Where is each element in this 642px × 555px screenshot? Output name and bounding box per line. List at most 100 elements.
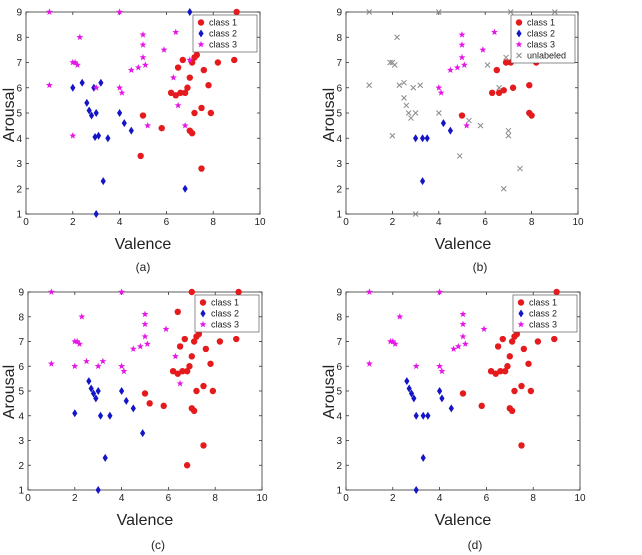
data-point [92, 132, 98, 141]
data-point [139, 112, 147, 119]
data-point [177, 89, 184, 97]
data-point [127, 66, 135, 73]
legend-marker [515, 40, 523, 48]
data-point [200, 382, 207, 390]
data-point [91, 83, 97, 92]
data-point [404, 377, 410, 386]
data-point [78, 313, 86, 320]
data-point [141, 332, 149, 340]
x-tick-label: 2 [390, 217, 396, 228]
data-point [478, 402, 485, 410]
legend-marker [198, 29, 204, 38]
data-point [129, 345, 137, 352]
legend-label: class 2 [527, 29, 555, 39]
y-tick-label: 2 [16, 184, 22, 195]
data-point [107, 411, 113, 420]
panel-a-xlabel: Valence [115, 236, 172, 253]
data-point [193, 333, 200, 340]
data-point [198, 165, 205, 172]
legend-label: class 2 [209, 29, 237, 39]
x-tick-label: 0 [343, 217, 349, 228]
data-point [116, 8, 124, 15]
legend-label: class 3 [209, 40, 237, 50]
panel-d-caption: (d) [468, 538, 483, 552]
y-tick-label: 3 [336, 436, 342, 447]
legend-label: class 3 [211, 320, 239, 330]
data-point [437, 89, 445, 96]
data-point [459, 320, 467, 328]
data-point [183, 368, 191, 375]
data-point [186, 56, 194, 63]
data-point [205, 82, 212, 89]
y-tick-label: 4 [18, 411, 24, 422]
data-point [454, 342, 462, 350]
legend-marker [197, 40, 205, 48]
data-point [507, 9, 514, 15]
x-tick-label: 4 [117, 217, 123, 228]
data-point [460, 61, 468, 68]
x-tick-label: 0 [25, 493, 31, 504]
data-point [70, 83, 76, 92]
legend-label: class 3 [529, 320, 557, 330]
data-point [95, 131, 102, 140]
data-point [141, 310, 149, 318]
data-point [47, 360, 55, 367]
data-point [174, 64, 182, 71]
data-point [488, 89, 496, 97]
data-point [425, 411, 431, 420]
y-tick-label: 1 [336, 486, 342, 497]
y-tick-label: 8 [336, 33, 342, 44]
y-tick-label: 1 [18, 486, 24, 497]
data-point [130, 404, 136, 413]
data-point [143, 340, 151, 347]
data-point [413, 486, 419, 494]
x-tick-label: 4 [437, 493, 443, 504]
data-point [188, 288, 195, 296]
data-point [447, 126, 453, 135]
x-tick-label: 0 [23, 217, 29, 228]
data-point [436, 288, 444, 295]
data-point [231, 56, 238, 64]
data-point [518, 442, 525, 449]
data-point [551, 335, 558, 343]
data-point [389, 337, 397, 345]
data-point [118, 288, 126, 295]
data-point [181, 335, 188, 343]
data-point [420, 411, 426, 420]
data-point [117, 109, 123, 117]
data-point [405, 110, 412, 116]
data-point [99, 357, 107, 365]
data-point [403, 102, 410, 109]
data-point [216, 338, 224, 345]
data-point [553, 288, 560, 296]
y-tick-label: 5 [16, 109, 22, 120]
data-point [95, 387, 101, 395]
data-point [440, 119, 447, 128]
legend-label: class 2 [211, 309, 239, 319]
data-point [186, 127, 193, 134]
data-point [93, 210, 99, 218]
data-point [139, 31, 147, 38]
data-point [499, 335, 506, 343]
data-point [198, 104, 205, 112]
y-tick-label: 4 [336, 134, 342, 145]
panel-a-caption: (a) [136, 260, 151, 274]
data-point [100, 177, 106, 186]
legend-label: class 2 [529, 309, 557, 319]
data-point [119, 387, 125, 395]
data-point [105, 134, 111, 143]
data-point [86, 106, 92, 115]
data-point [71, 362, 79, 370]
data-point [439, 394, 445, 403]
panel-b: Arousal Valence (b) [321, 88, 491, 274]
data-point [500, 185, 507, 192]
data-point [179, 56, 186, 64]
y-tick-label: 3 [18, 436, 24, 447]
data-point [459, 332, 467, 340]
data-point [517, 165, 523, 172]
data-point [461, 340, 469, 347]
data-point [456, 153, 463, 159]
